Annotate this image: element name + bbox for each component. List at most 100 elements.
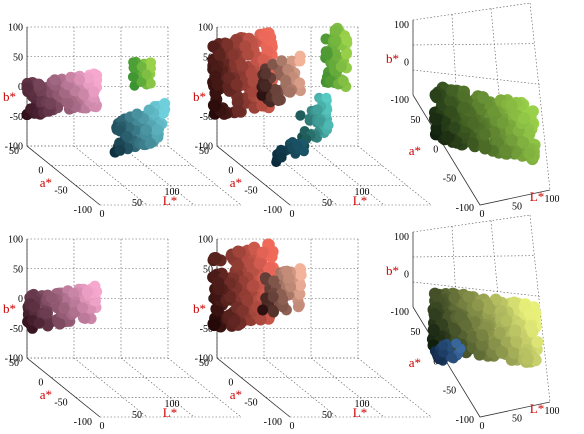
- data-point: [479, 141, 492, 154]
- data-point: [466, 137, 479, 150]
- data-point: [253, 257, 266, 270]
- tick-label-L: 100: [355, 187, 370, 198]
- data-point: [467, 117, 480, 130]
- grid-line: [451, 14, 458, 106]
- data-point: [267, 291, 279, 303]
- data-point: [314, 116, 325, 127]
- axis-label-b: b*: [193, 301, 206, 316]
- data-point: [510, 335, 523, 348]
- data-point: [121, 131, 133, 142]
- tick-label-b: 50: [13, 264, 23, 275]
- point-cluster: [271, 137, 309, 168]
- grid-line: [412, 43, 536, 46]
- point-cluster: [256, 50, 306, 108]
- data-point: [281, 265, 293, 277]
- data-point: [254, 313, 267, 326]
- data-point: [508, 347, 520, 359]
- data-point: [459, 319, 472, 332]
- data-point: [29, 301, 40, 313]
- data-point: [438, 347, 448, 358]
- data-point: [209, 252, 222, 264]
- point-cluster: [21, 68, 103, 121]
- axis-label-L: L*: [163, 193, 177, 208]
- data-point: [473, 348, 486, 361]
- tick-label-L: 0: [480, 209, 485, 220]
- data-point: [487, 105, 500, 117]
- data-point: [449, 324, 462, 337]
- data-point: [323, 120, 334, 131]
- data-point: [457, 90, 470, 103]
- data-point: [454, 310, 467, 323]
- tick-label-L: 0: [100, 209, 105, 220]
- grid-line: [490, 8, 502, 116]
- data-point: [227, 48, 240, 61]
- data-point: [62, 98, 74, 109]
- tick-label-L: 50: [132, 410, 142, 421]
- data-point: [531, 336, 544, 349]
- data-point: [488, 126, 500, 139]
- tick-label-b: -50: [10, 324, 23, 335]
- data-point: [81, 286, 93, 298]
- tick-label-a: -50: [443, 386, 456, 397]
- data-point: [438, 340, 449, 351]
- data-point: [340, 48, 352, 60]
- axis-label-b: b*: [3, 301, 16, 316]
- tick-label-a: 50: [199, 146, 209, 157]
- data-point: [224, 277, 237, 290]
- data-point: [428, 308, 441, 321]
- tick-label-L: 50: [512, 202, 522, 213]
- tick-label-L: 100: [165, 187, 180, 198]
- tick-label-a: 50: [9, 146, 19, 157]
- tick-label-L: 0: [100, 421, 105, 432]
- data-point: [446, 352, 457, 363]
- tick-label-b: -100: [391, 307, 409, 318]
- grid-line: [120, 145, 195, 206]
- data-point: [294, 77, 306, 89]
- data-point: [330, 35, 342, 47]
- tick-label-L: 50: [322, 410, 332, 421]
- grid-line: [263, 145, 338, 206]
- data-point: [231, 259, 244, 272]
- data-point: [493, 327, 506, 340]
- data-point: [441, 130, 454, 143]
- data-point: [505, 134, 518, 147]
- tick-label-b: 0: [18, 294, 23, 305]
- axis-frame: [26, 27, 101, 206]
- tick-label-L: 100: [355, 399, 370, 410]
- data-point: [295, 110, 306, 121]
- data-point: [131, 108, 143, 120]
- tick-label-b: -50: [200, 112, 213, 123]
- point-cluster: [127, 56, 157, 91]
- data-point: [451, 338, 462, 349]
- data-point: [40, 308, 52, 319]
- point-cluster: [109, 98, 171, 158]
- grid-line: [120, 357, 195, 418]
- data-point: [294, 288, 306, 300]
- grid-line: [412, 2, 531, 21]
- data-point: [128, 72, 139, 83]
- data-point: [431, 123, 444, 136]
- data-point: [476, 329, 489, 342]
- data-point: [151, 124, 163, 136]
- data-point: [44, 98, 56, 110]
- data-point: [280, 74, 292, 86]
- data-point: [443, 94, 456, 107]
- data-point: [224, 290, 237, 303]
- tick-label-a: -50: [54, 397, 67, 408]
- data-point: [341, 34, 353, 46]
- tick-label-L: 50: [132, 198, 142, 209]
- data-point: [299, 146, 309, 157]
- data-point: [260, 68, 272, 80]
- data-point: [517, 136, 530, 149]
- data-point: [256, 89, 268, 101]
- axis-label-b: b*: [386, 51, 399, 66]
- tick-label-b: 100: [198, 235, 213, 246]
- data-point: [295, 269, 307, 281]
- data-point: [234, 246, 246, 258]
- tick-label-b: 0: [404, 58, 409, 69]
- data-point: [209, 99, 222, 112]
- point-cluster: [257, 263, 307, 318]
